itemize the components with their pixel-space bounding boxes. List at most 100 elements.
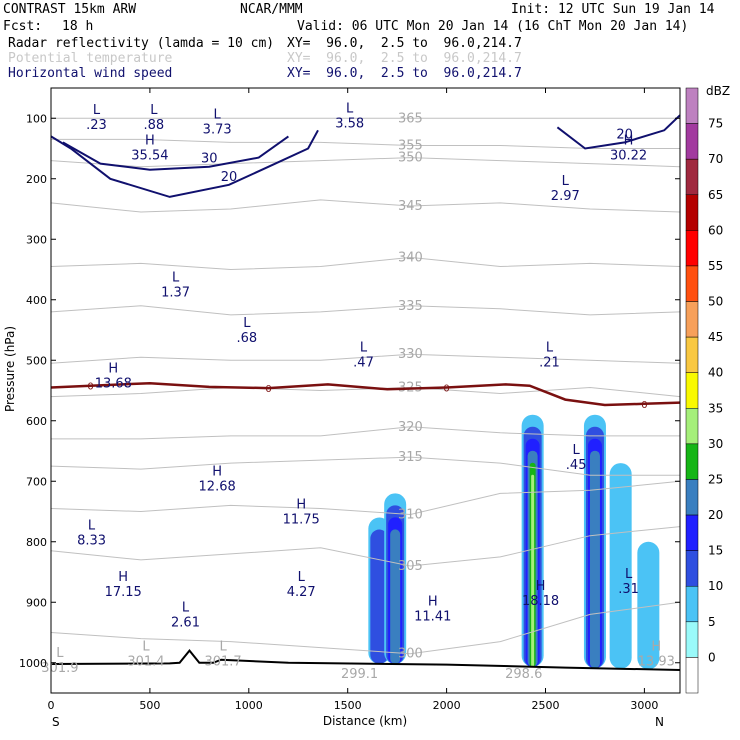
freezing-level-label: 0 — [265, 384, 271, 395]
colorbar-swatch — [685, 372, 699, 409]
extremum-value: .31 — [618, 582, 639, 597]
theta-contour — [50, 305, 681, 316]
x-tick-label: 1000 — [235, 699, 263, 712]
reflectivity-cell — [637, 541, 660, 670]
extremum-value: .21 — [539, 355, 560, 370]
reflectivity-cell — [589, 450, 600, 669]
wind-speed-contour — [62, 135, 289, 171]
y-tick-label: 1000 — [19, 657, 47, 670]
wind-speed-contour — [50, 129, 319, 198]
theta-contour — [50, 256, 681, 271]
extremum-value: 30.22 — [610, 148, 647, 163]
colorbar-swatch — [685, 194, 699, 231]
reflectivity-cell — [390, 529, 401, 664]
y-tick-label: 400 — [26, 294, 47, 307]
extremum-value: 1.37 — [161, 286, 190, 301]
colorbar-swatch — [685, 408, 699, 445]
field2-name: Potential temperature — [8, 51, 173, 66]
extremum-value: 2.61 — [171, 615, 200, 630]
y-tick-label: 500 — [26, 354, 47, 367]
extremum-value: 2.97 — [551, 189, 580, 204]
model-title: CONTRAST 15km ARW — [3, 2, 137, 17]
extremum-value: 301.4 — [127, 655, 164, 670]
extremum-marker: L — [172, 271, 180, 286]
valid-time: Valid: 06 UTC Mon 20 Jan 14 (16 ChT Mon … — [297, 19, 689, 34]
extremum-value: 298.6 — [505, 667, 542, 682]
extremum-value: 11.41 — [414, 609, 451, 624]
colorbar-swatch — [685, 585, 699, 623]
theta-contour-label: 310 — [398, 508, 423, 523]
extremum-marker: H — [536, 579, 546, 594]
colorbar-swatch — [685, 158, 699, 196]
colorbar-tick-label: 75 — [708, 117, 723, 131]
x-tick-label: 2500 — [531, 699, 559, 712]
colorbar-tick-label: 70 — [708, 152, 723, 166]
colorbar-swatch — [685, 479, 699, 516]
extremum-marker: L — [573, 443, 581, 458]
colorbar-swatch — [685, 87, 699, 124]
freezing-level-line — [50, 381, 681, 407]
freezing-level-label: 0 — [87, 382, 93, 393]
extremum-value: 13.93 — [638, 655, 675, 670]
theta-contour-label: 355 — [398, 138, 423, 153]
theta-contour-label: 340 — [398, 250, 423, 265]
extremum-marker: L — [243, 316, 251, 331]
reflectivity-cell — [609, 463, 632, 669]
y-tick-label: 200 — [26, 173, 47, 186]
field3-xy: XY= 96.0, 2.5 to 96.0,214.7 — [287, 66, 522, 81]
theta-contour-label: 350 — [398, 151, 423, 166]
colorbar-swatch — [685, 265, 699, 302]
extremum-value: 17.15 — [105, 585, 142, 600]
colorbar-tick-label: 0 — [708, 650, 716, 664]
theta-contour — [50, 601, 681, 655]
theta-contour-label: 300 — [398, 647, 423, 662]
x-axis-label: Distance (km) — [323, 714, 407, 728]
colorbar-tick-label: 15 — [708, 544, 723, 558]
theta-contour-label: 330 — [398, 347, 423, 362]
theta-contour — [51, 426, 680, 440]
extremum-marker: L — [88, 519, 96, 534]
x-tick-label: 500 — [139, 699, 160, 712]
colorbar-tick-label: 55 — [708, 259, 723, 273]
extremum-value: 35.54 — [131, 148, 168, 163]
north-label: N — [655, 715, 664, 729]
colorbar-unit: dBZ — [706, 84, 730, 98]
colorbar-swatch — [685, 123, 699, 160]
extremum-marker: L — [546, 340, 554, 355]
field1-xy: XY= 96.0, 2.5 to 96.0,214.7 — [287, 36, 522, 51]
extremum-marker: L — [219, 640, 227, 655]
extremum-marker: L — [142, 640, 150, 655]
theta-contour-label: 315 — [398, 450, 423, 465]
theta-contour — [50, 386, 681, 398]
theta-contour — [50, 199, 681, 213]
theta-contour — [50, 480, 681, 516]
colorbar-tick-label: 20 — [708, 508, 723, 522]
forecast-hour: 18 h — [62, 19, 94, 34]
x-tick-label: 0 — [48, 699, 55, 712]
field2-xy: XY= 96.0, 2.5 to 96.0,214.7 — [287, 51, 522, 66]
field1-name: Radar reflectivity (lamda = 10 cm) — [8, 36, 275, 51]
colorbar-swatch — [685, 550, 699, 587]
init-time: Init: 12 UTC Sun 19 Jan 14 — [511, 2, 715, 17]
extremum-marker: H — [145, 133, 155, 148]
south-label: S — [52, 715, 60, 729]
extremum-marker: L — [93, 103, 101, 118]
colorbar-swatch — [685, 301, 699, 338]
y-tick-label: 100 — [26, 112, 47, 125]
wind-speed-label: 20 — [221, 170, 238, 185]
theta-contour — [50, 353, 681, 364]
y-tick-label: 600 — [26, 415, 47, 428]
freezing-level-label: 0 — [443, 383, 449, 394]
extremum-value: .23 — [86, 118, 107, 133]
extremum-marker: L — [214, 107, 222, 122]
field3-name: Horizontal wind speed — [8, 66, 173, 81]
theta-contour-label: 305 — [398, 559, 423, 574]
y-axis-label: Pressure (hPa) — [3, 326, 17, 412]
extremum-value: 8.33 — [77, 534, 106, 549]
colorbar-swatch — [685, 230, 699, 267]
extremum-marker: L — [56, 646, 64, 661]
extremum-value: 11.75 — [283, 513, 320, 528]
y-tick-label: 900 — [26, 596, 47, 609]
theta-contour — [50, 157, 681, 168]
